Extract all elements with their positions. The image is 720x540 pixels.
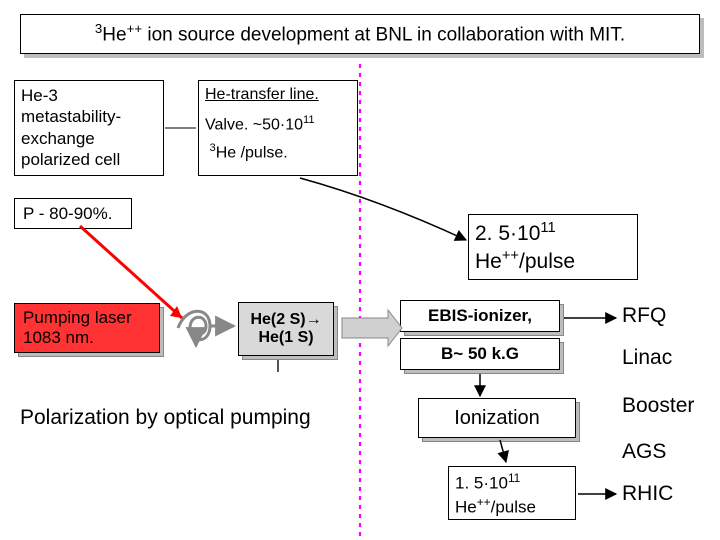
title-text: 3He++ ion source development at BNL in c…	[95, 21, 625, 46]
bfield-text: B~ 50 k.G	[441, 344, 519, 364]
linac-label: Linac	[622, 346, 672, 370]
transition-l1: He(2 S)→	[250, 311, 321, 329]
final-rate-box: 1. 5·1011 He++/pulse	[448, 466, 576, 520]
transfer-box-l2: Valve. ~50·1011	[205, 113, 351, 135]
rate-line1: 2. 5·1011	[475, 219, 631, 247]
final-rate-l2: He++/pulse	[455, 495, 569, 519]
ebis-box: EBIS-ionizer,	[400, 300, 560, 332]
cell-box-l1: He-3	[21, 85, 157, 106]
ionization-text: Ionization	[454, 407, 540, 430]
title-bar: 3He++ ion source development at BNL in c…	[20, 14, 700, 54]
cell-box-l2: metastability-	[21, 106, 157, 127]
laser-l1: Pumping laser	[23, 308, 132, 328]
transition-l2: He(1 S)	[258, 329, 313, 347]
transfer-box-l3: 3He /pulse.	[205, 141, 351, 163]
spiral-icon	[178, 311, 234, 346]
rhic-label: RHIC	[622, 482, 673, 506]
transfer-box-l1: He-transfer line.	[205, 85, 351, 105]
transfer-box: He-transfer line. Valve. ~50·1011 3He /p…	[198, 80, 358, 176]
laser-box: Pumping laser 1083 nm.	[14, 303, 160, 353]
rate-box: 2. 5·1011 He++/pulse	[468, 214, 638, 280]
pumping-text: Polarization by optical pumping	[20, 406, 311, 430]
bfield-box: B~ 50 k.G	[400, 338, 560, 370]
polarization-text: P - 80-90%.	[23, 204, 112, 223]
transition-box: He(2 S)→ He(1 S)	[238, 302, 334, 356]
final-rate-l1: 1. 5·1011	[455, 471, 569, 495]
cell-box-l3: exchange	[21, 128, 157, 149]
booster-label: Booster	[622, 394, 694, 418]
cell-box: He-3 metastability- exchange polarized c…	[14, 80, 164, 176]
ionization-box: Ionization	[418, 398, 576, 438]
cell-box-l4: polarized cell	[21, 149, 157, 170]
ebis-text: EBIS-ionizer,	[428, 306, 532, 326]
ags-label: AGS	[622, 440, 666, 464]
polarization-box: P - 80-90%.	[14, 198, 132, 229]
flow-arrow-icon	[342, 310, 402, 346]
rate-line2: He++/pulse	[475, 247, 631, 275]
laser-l2: 1083 nm.	[23, 328, 94, 348]
rfq-label: RFQ	[622, 304, 666, 328]
